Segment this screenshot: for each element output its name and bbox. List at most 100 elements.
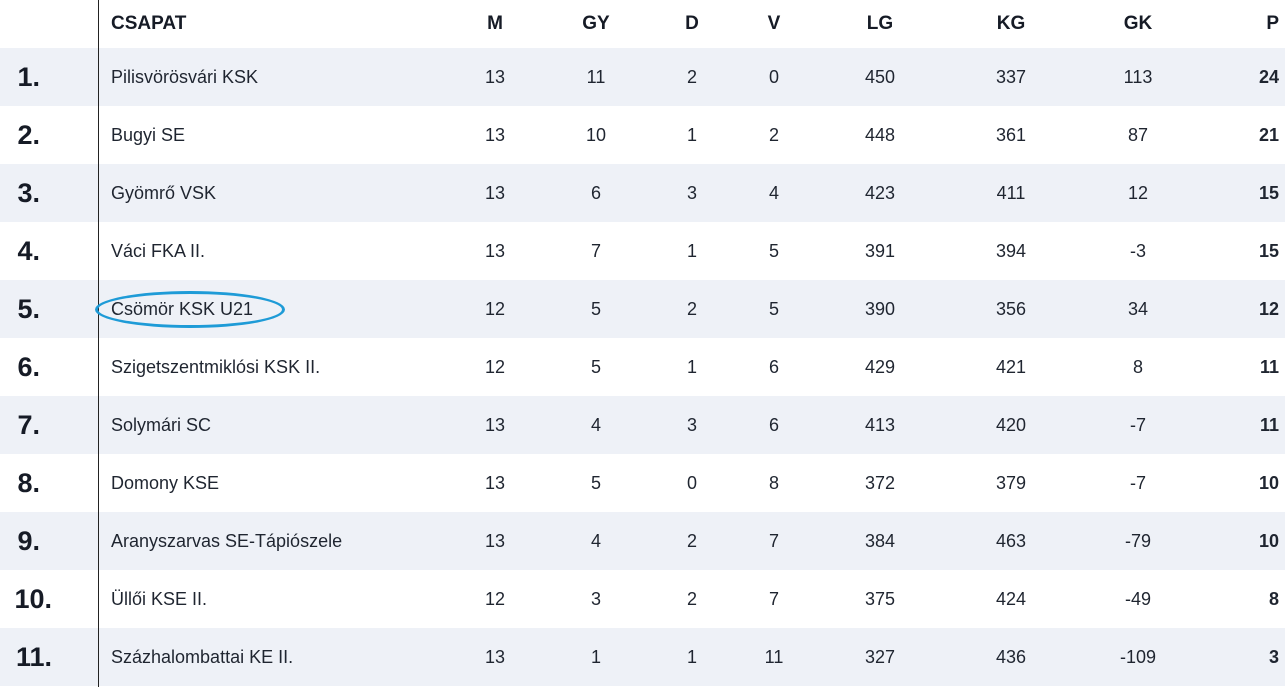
matches-cell: 13 <box>484 124 506 145</box>
wins-cell: 7 <box>590 240 601 261</box>
goals-against-cell: 411 <box>996 182 1026 203</box>
rank-number: 10. <box>14 583 52 614</box>
rank-number: 9. <box>17 525 40 556</box>
table-row: 9. Aranyszarvas SE-Tápiószele 13 4 2 7 384 463 -… <box>0 512 1285 570</box>
points-cell: 11 <box>1259 356 1279 377</box>
goal-difference-cell: -3 <box>1129 240 1146 261</box>
rank-cell: 10. <box>0 570 98 628</box>
column-header-goals-against: KG <box>996 13 1026 34</box>
wins-cell: 6 <box>590 182 601 203</box>
table-row: 5. Csömör KSK U21 12 5 2 5 390 356 34 12 <box>0 280 1285 338</box>
rank-cell: 4. <box>0 222 98 280</box>
table-row: 11. Százhalombattai KE II. 13 1 1 11 327 436 -10… <box>0 628 1285 686</box>
goals-for-cell: 375 <box>864 588 896 609</box>
rank-number: 5. <box>17 293 40 324</box>
goal-difference-cell: 8 <box>1132 356 1143 377</box>
goal-difference-cell: -109 <box>1119 646 1157 667</box>
team-name-cell: Solymári SC <box>111 414 212 435</box>
table-row: 3. Gyömrő VSK 13 6 3 4 423 411 12 15 <box>0 164 1285 222</box>
points-cell: 21 <box>1258 124 1279 145</box>
points-cell: 10 <box>1258 530 1279 551</box>
table-row: 10. Üllői KSE II. 12 3 2 7 375 424 -49 8 <box>0 570 1285 628</box>
goals-against-cell: 424 <box>995 588 1027 609</box>
draws-cell: 3 <box>686 182 697 203</box>
table-row: 4. Váci FKA II. 13 7 1 5 391 394 -3 15 <box>0 222 1285 280</box>
losses-cell: 5 <box>768 298 779 319</box>
points-cell: 3 <box>1268 646 1279 667</box>
points-cell: 10 <box>1258 472 1279 493</box>
column-header-goal-difference: GK <box>1123 13 1153 34</box>
matches-cell: 13 <box>484 472 506 493</box>
goals-for-cell: 390 <box>864 298 896 319</box>
goals-against-cell: 356 <box>995 298 1027 319</box>
goal-difference-cell: -49 <box>1124 588 1151 609</box>
losses-cell: 0 <box>768 66 779 87</box>
goals-against-cell: 337 <box>995 66 1027 87</box>
matches-cell: 12 <box>484 298 506 319</box>
table-body: 1. Pilisvörösvári KSK 13 11 2 0 450 337 113 24 2. B… <box>0 48 1285 686</box>
points-cell: 24 <box>1258 66 1279 87</box>
rank-number: 11. <box>15 641 52 672</box>
goal-difference-cell: 34 <box>1127 298 1149 319</box>
wins-cell: 11 <box>586 66 606 87</box>
goals-for-cell: 372 <box>864 472 896 493</box>
team-name-cell: Domony KSE <box>111 472 220 493</box>
team-name-cell: Váci FKA II. <box>111 240 206 261</box>
table-row: 2. Bugyi SE 13 10 1 2 448 361 87 21 <box>0 106 1285 164</box>
column-header-draws: D <box>685 13 699 34</box>
wins-cell: 4 <box>590 530 601 551</box>
points-cell: 15 <box>1258 240 1279 261</box>
rank-number: 7. <box>17 409 40 440</box>
matches-cell: 13 <box>484 646 506 667</box>
losses-cell: 4 <box>768 182 779 203</box>
goals-for-cell: 391 <box>864 240 896 261</box>
goal-difference-cell: -7 <box>1129 414 1146 435</box>
team-name-cell: Csömör KSK U21 <box>111 298 254 319</box>
team-name-cell: Gyömrő VSK <box>111 182 217 203</box>
wins-cell: 5 <box>590 356 601 377</box>
draws-cell: 2 <box>686 66 697 87</box>
goals-for-cell: 423 <box>864 182 896 203</box>
goal-difference-cell: -7 <box>1129 472 1146 493</box>
draws-cell: 1 <box>686 124 697 145</box>
goals-for-cell: 327 <box>864 646 896 667</box>
rank-number: 1. <box>17 61 40 92</box>
column-divider <box>98 0 99 687</box>
team-name-cell: Üllői KSE II. <box>111 588 208 609</box>
table-header-row: CSAPAT M GY D V LG KG GK P <box>0 0 1285 48</box>
draws-cell: 2 <box>686 530 697 551</box>
rank-cell: 9. <box>0 512 98 570</box>
rank-cell: 5. <box>0 280 98 338</box>
losses-cell: 5 <box>768 240 779 261</box>
losses-cell: 6 <box>768 356 779 377</box>
draws-cell: 2 <box>686 298 697 319</box>
rank-number: 4. <box>17 235 40 266</box>
draws-cell: 2 <box>686 588 697 609</box>
wins-cell: 1 <box>590 646 601 667</box>
rank-number: 6. <box>17 351 40 382</box>
matches-cell: 13 <box>484 182 506 203</box>
team-name-cell: Aranyszarvas SE-Tápiószele <box>111 530 343 551</box>
column-header-matches: M <box>487 13 503 34</box>
team-name-cell: Bugyi SE <box>111 124 186 145</box>
rank-cell: 7. <box>0 396 98 454</box>
draws-cell: 0 <box>686 472 697 493</box>
team-name-cell: Pilisvörösvári KSK <box>111 66 259 87</box>
rank-cell: 11. <box>0 628 98 686</box>
goal-difference-cell: 113 <box>1123 66 1153 87</box>
losses-cell: 7 <box>768 530 779 551</box>
rank-cell: 6. <box>0 338 98 396</box>
column-header-team: CSAPAT <box>111 13 187 34</box>
matches-cell: 12 <box>484 356 506 377</box>
goals-for-cell: 413 <box>864 414 896 435</box>
column-header-rank <box>0 0 98 48</box>
goals-for-cell: 429 <box>864 356 896 377</box>
column-header-goals-for: LG <box>866 13 894 34</box>
rank-cell: 8. <box>0 454 98 512</box>
wins-cell: 5 <box>590 298 601 319</box>
matches-cell: 12 <box>484 588 506 609</box>
table-row: 1. Pilisvörösvári KSK 13 11 2 0 450 337 113 24 <box>0 48 1285 106</box>
points-cell: 11 <box>1259 414 1279 435</box>
draws-cell: 1 <box>686 356 697 377</box>
